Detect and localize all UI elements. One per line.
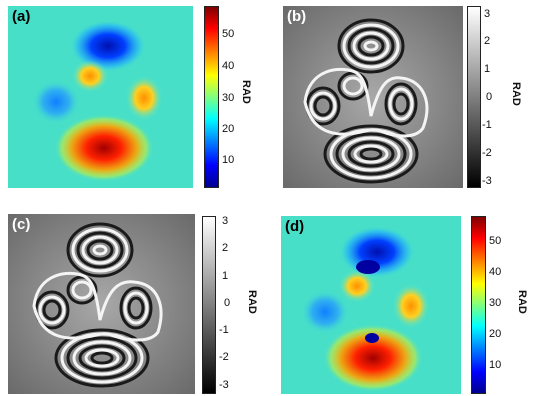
colorbar-a-tick-50: 50 (222, 28, 235, 40)
colorbar-b-tick-3: 3 (484, 8, 491, 20)
colorbar-d-tick-50: 50 (489, 235, 502, 247)
colorbar-a-tick-30: 30 (222, 92, 235, 104)
colorbar-a-tick-10: 10 (222, 154, 235, 166)
panel-c-label: (c) (12, 216, 31, 233)
panel-d-label: (d) (285, 218, 305, 235)
panel-c-image (8, 214, 195, 394)
panel-a-image (8, 6, 193, 188)
panel-b-wrapped-phase: (b) (283, 6, 463, 188)
colorbar-d-tick-30: 30 (489, 297, 502, 309)
colorbar-c-tick-2: 2 (222, 242, 229, 254)
panel-c-wrapped-phase: (c) (8, 214, 195, 394)
panel-a-label: (a) (12, 8, 31, 25)
panel-d-image (281, 216, 461, 394)
colorbar-c-tick-m2: -2 (219, 351, 229, 363)
colorbar-c-tick-m1: -1 (219, 324, 229, 336)
panel-b-label: (b) (287, 8, 307, 25)
colorbar-d (471, 216, 486, 394)
colorbar-c-tick-3: 3 (222, 215, 229, 227)
colorbar-d-tick-20: 20 (489, 328, 502, 340)
colorbar-b-tick-m3: -3 (482, 175, 492, 187)
colorbar-c-tick-1: 1 (222, 270, 229, 282)
colorbar-b-tick-m2: -2 (482, 147, 492, 159)
colorbar-d-label: RAD (516, 290, 528, 314)
panel-d-defect-bottom (365, 333, 379, 343)
colorbar-a-tick-20: 20 (222, 123, 235, 135)
colorbar-b-tick-m1: -1 (482, 119, 492, 131)
panel-d-defect-top (356, 260, 380, 274)
colorbar-a-tick-40: 40 (222, 60, 235, 72)
colorbar-a (204, 6, 219, 188)
colorbar-a-label: RAD (240, 80, 252, 104)
panel-b-image (283, 6, 463, 188)
colorbar-b (467, 6, 481, 188)
colorbar-b-tick-1: 1 (484, 63, 491, 75)
colorbar-b-tick-0: 0 (486, 91, 493, 103)
panel-d-heatmap: (d) (281, 216, 461, 394)
colorbar-c-label: RAD (246, 290, 258, 314)
colorbar-b-label: RAD (510, 82, 522, 106)
colorbar-b-tick-2: 2 (484, 35, 491, 47)
colorbar-c (202, 216, 216, 394)
colorbar-d-tick-10: 10 (489, 359, 502, 371)
colorbar-c-tick-0: 0 (224, 297, 231, 309)
colorbar-c-tick-m3: -3 (219, 379, 229, 391)
colorbar-d-tick-40: 40 (489, 266, 502, 278)
panel-a-heatmap: (a) (8, 6, 193, 188)
